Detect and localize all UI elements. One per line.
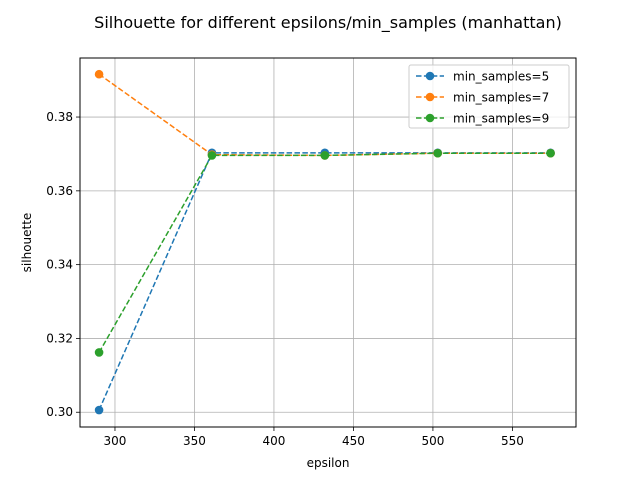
legend-box — [408, 64, 570, 129]
y-tick-label: 0.34 — [46, 258, 73, 272]
legend-marker — [425, 113, 435, 123]
x-tick-label: 450 — [342, 434, 365, 448]
legend-label: min_samples=5 — [453, 70, 549, 84]
data-point — [207, 151, 217, 160]
legend-marker — [425, 71, 435, 81]
plot-frame — [79, 57, 577, 428]
data-point — [94, 348, 104, 357]
x-tick-label: 350 — [183, 434, 206, 448]
legend-entry: min_samples=7 — [416, 91, 549, 105]
ticks: 300 350 400 450 500 550 0.30 0.32 0.34 0.36 0.38 — [46, 110, 524, 448]
y-tick-label: 0.38 — [46, 110, 73, 124]
data-point — [94, 69, 104, 79]
series-layer — [94, 69, 555, 415]
x-tick-label: 400 — [262, 434, 285, 448]
legend-entry: min_samples=5 — [416, 70, 549, 84]
y-axis-label: silhouette — [20, 213, 34, 273]
legend: min_samples=5 min_samples=7 min_samples=9 — [408, 64, 570, 129]
chart-title: Silhouette for different epsilons/min_sa… — [94, 13, 562, 33]
y-tick-label: 0.36 — [46, 184, 73, 198]
series-line — [98, 152, 551, 411]
legend-entry: min_samples=9 — [416, 112, 549, 126]
y-tick-label: 0.32 — [46, 331, 73, 345]
legend-label: min_samples=9 — [453, 112, 549, 126]
x-tick-label: 550 — [501, 434, 524, 448]
series-1 — [94, 148, 555, 415]
legend-label: min_samples=7 — [453, 91, 549, 105]
y-tick-label: 0.30 — [46, 405, 73, 419]
series-line — [98, 152, 551, 353]
data-point — [320, 151, 330, 160]
series-3 — [94, 148, 555, 357]
data-point — [546, 148, 555, 158]
x-axis-label: epsilon — [307, 456, 350, 470]
x-tick-label: 500 — [421, 434, 444, 448]
legend-marker — [425, 92, 435, 102]
x-tick-label: 300 — [104, 434, 127, 448]
data-point — [94, 405, 104, 415]
data-point — [433, 148, 442, 158]
